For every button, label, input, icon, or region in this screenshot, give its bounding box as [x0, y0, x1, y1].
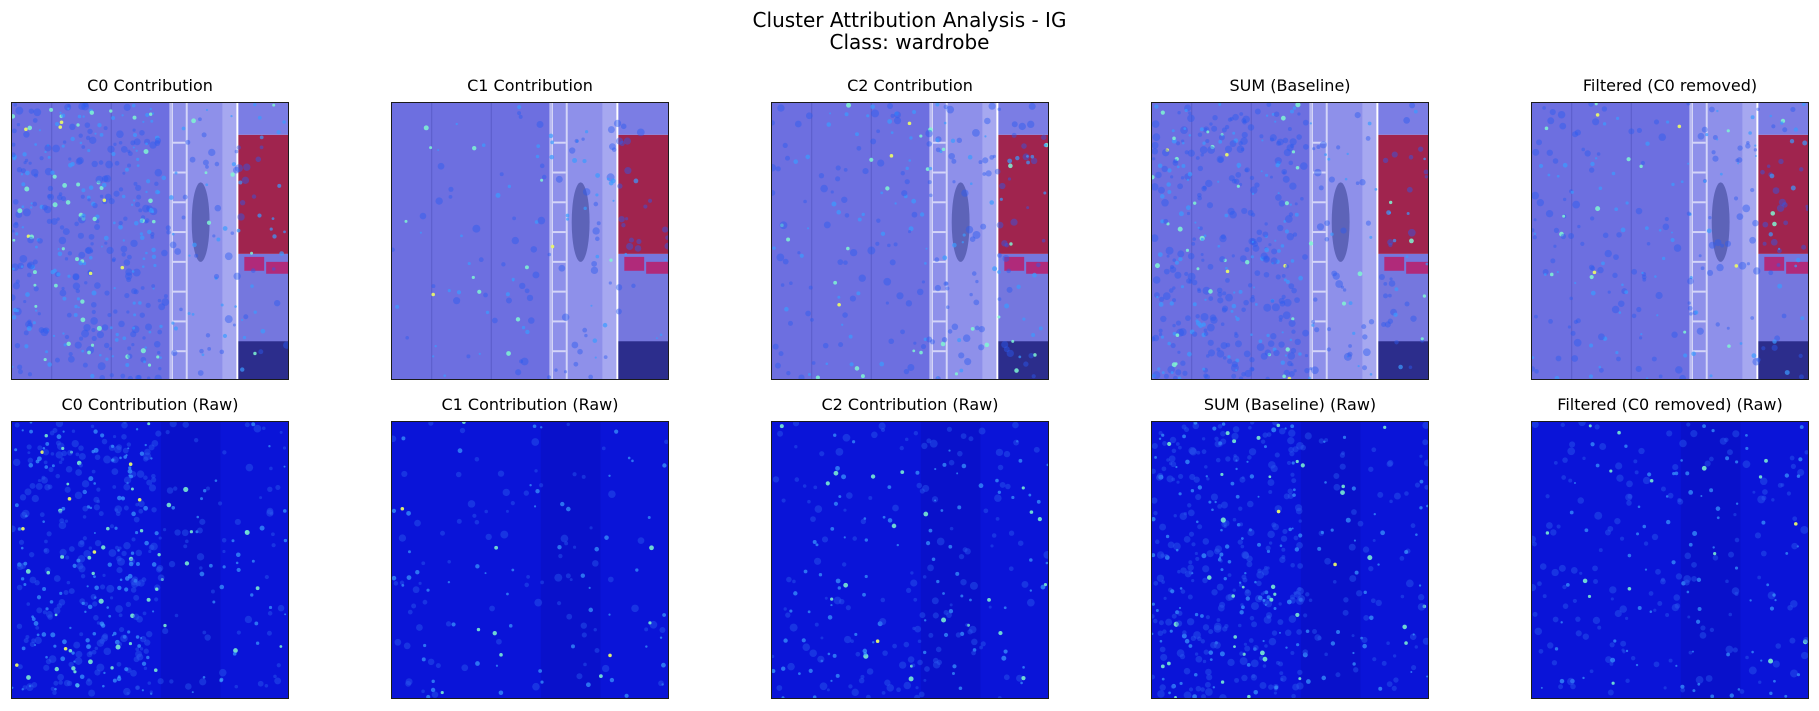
heatmap-raw-image: [1531, 421, 1809, 699]
heatmap-overlay-image: [771, 102, 1049, 380]
heatmap-raw-image: [771, 421, 1049, 699]
attribution-heatmap: [392, 103, 668, 379]
attribution-heatmap: [392, 422, 668, 698]
figure-subtitle-class: Class: wardrobe: [829, 30, 990, 54]
panel-title: C2 Contribution: [847, 76, 973, 95]
attribution-heatmap: [1532, 422, 1808, 698]
attribution-heatmap: [12, 422, 288, 698]
heatmap-raw-image: [1151, 421, 1429, 699]
panel-title: Filtered (C0 removed) (Raw): [1557, 395, 1783, 414]
panel-title: C1 Contribution (Raw): [441, 395, 619, 414]
attribution-heatmap: [1152, 422, 1428, 698]
panel-title: C2 Contribution (Raw): [821, 395, 999, 414]
attribution-heatmap: [12, 103, 288, 379]
panel-title: C1 Contribution: [467, 76, 593, 95]
attribution-heatmap: [772, 103, 1048, 379]
heatmap-overlay-image: [1151, 102, 1429, 380]
heatmap-raw-image: [391, 421, 669, 699]
attribution-heatmap: [1152, 103, 1428, 379]
attribution-heatmap: [772, 422, 1048, 698]
panel-title: C0 Contribution (Raw): [61, 395, 239, 414]
panel-title: SUM (Baseline) (Raw): [1203, 395, 1377, 414]
attribution-heatmap: [1532, 103, 1808, 379]
panel-title: C0 Contribution: [87, 76, 213, 95]
panel-title: Filtered (C0 removed): [1582, 76, 1758, 95]
panel-title: SUM (Baseline): [1229, 76, 1351, 95]
heatmap-overlay-image: [1531, 102, 1809, 380]
heatmap-overlay-image: [391, 102, 669, 380]
heatmap-raw-image: [11, 421, 289, 699]
figure-title: Cluster Attribution Analysis - IG: [752, 8, 1067, 32]
heatmap-overlay-image: [11, 102, 289, 380]
